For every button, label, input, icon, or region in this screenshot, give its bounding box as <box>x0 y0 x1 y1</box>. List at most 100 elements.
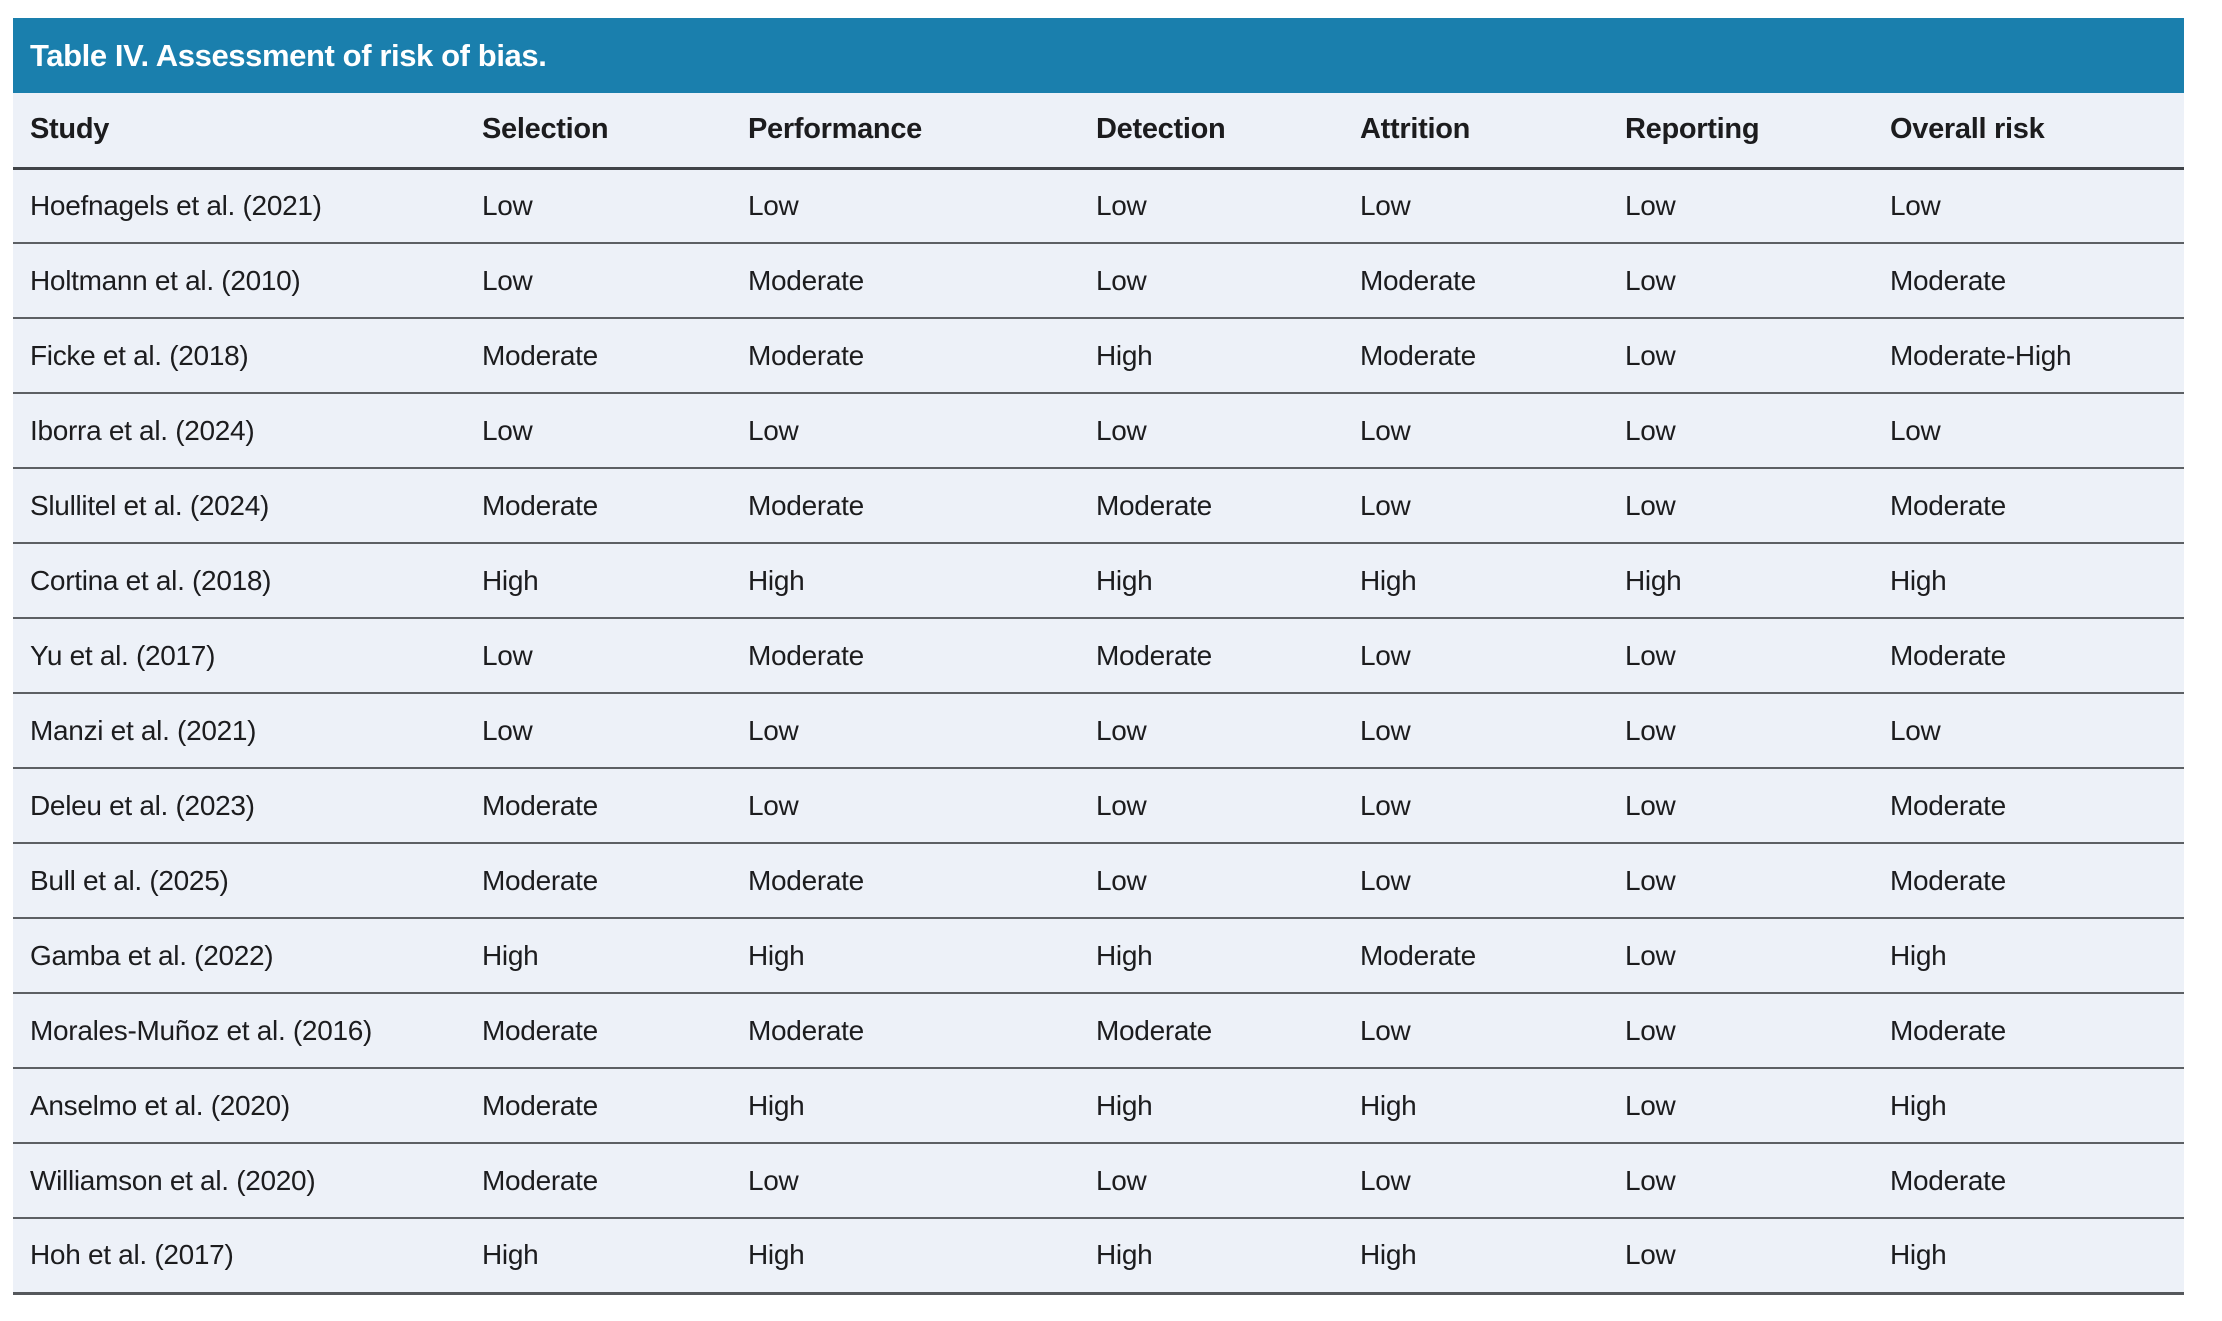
table-body: Hoefnagels et al. (2021) Low Low Low Low… <box>13 168 2184 1295</box>
detection-risk-cell: Low <box>1079 168 1343 244</box>
reporting-risk-cell: Low <box>1608 618 1873 694</box>
overall-risk-cell: Low <box>1873 693 2184 769</box>
table-title-bar: Table IV. Assessment of risk of bias. <box>13 18 2184 93</box>
table-row: Cortina et al. (2018) High High High Hig… <box>13 543 2184 619</box>
table-row: Bull et al. (2025) Moderate Moderate Low… <box>13 843 2184 919</box>
detection-risk-cell: Low <box>1079 243 1343 319</box>
attrition-risk-cell: Low <box>1343 618 1608 694</box>
study-cell: Slullitel et al. (2024) <box>13 468 465 544</box>
reporting-risk-cell: Low <box>1608 768 1873 844</box>
attrition-risk-cell: Moderate <box>1343 918 1608 994</box>
column-header-attrition: Attrition <box>1343 93 1608 170</box>
column-header-detection: Detection <box>1079 93 1343 170</box>
table-row: Morales-Muñoz et al. (2016) Moderate Mod… <box>13 993 2184 1069</box>
study-cell: Anselmo et al. (2020) <box>13 1068 465 1144</box>
selection-risk-cell: Moderate <box>465 768 731 844</box>
study-cell: Hoefnagels et al. (2021) <box>13 168 465 244</box>
attrition-risk-cell: High <box>1343 1218 1608 1295</box>
selection-risk-cell: High <box>465 543 731 619</box>
table-row: Iborra et al. (2024) Low Low Low Low Low… <box>13 393 2184 469</box>
column-header-performance: Performance <box>731 93 1079 170</box>
detection-risk-cell: High <box>1079 318 1343 394</box>
attrition-risk-cell: Low <box>1343 468 1608 544</box>
selection-risk-cell: Moderate <box>465 318 731 394</box>
detection-risk-cell: Low <box>1079 393 1343 469</box>
performance-risk-cell: Moderate <box>731 468 1079 544</box>
detection-risk-cell: High <box>1079 1218 1343 1295</box>
risk-of-bias-table: Table IV. Assessment of risk of bias. St… <box>13 18 2184 1295</box>
overall-risk-cell: High <box>1873 1068 2184 1144</box>
table-row: Slullitel et al. (2024) Moderate Moderat… <box>13 468 2184 544</box>
performance-risk-cell: Moderate <box>731 318 1079 394</box>
overall-risk-cell: Moderate <box>1873 243 2184 319</box>
performance-risk-cell: High <box>731 1068 1079 1144</box>
attrition-risk-cell: Low <box>1343 993 1608 1069</box>
study-cell: Hoh et al. (2017) <box>13 1218 465 1295</box>
study-cell: Bull et al. (2025) <box>13 843 465 919</box>
selection-risk-cell: Low <box>465 168 731 244</box>
table-row: Hoefnagels et al. (2021) Low Low Low Low… <box>13 168 2184 244</box>
study-cell: Holtmann et al. (2010) <box>13 243 465 319</box>
selection-risk-cell: Moderate <box>465 843 731 919</box>
study-cell: Deleu et al. (2023) <box>13 768 465 844</box>
reporting-risk-cell: Low <box>1608 1068 1873 1144</box>
attrition-risk-cell: Low <box>1343 1143 1608 1219</box>
column-header-study: Study <box>13 93 465 170</box>
performance-risk-cell: Moderate <box>731 618 1079 694</box>
performance-risk-cell: Moderate <box>731 243 1079 319</box>
overall-risk-cell: Low <box>1873 168 2184 244</box>
detection-risk-cell: Moderate <box>1079 468 1343 544</box>
attrition-risk-cell: Low <box>1343 843 1608 919</box>
performance-risk-cell: Low <box>731 1143 1079 1219</box>
overall-risk-cell: Moderate <box>1873 618 2184 694</box>
overall-risk-cell: Moderate <box>1873 993 2184 1069</box>
attrition-risk-cell: Low <box>1343 168 1608 244</box>
study-cell: Iborra et al. (2024) <box>13 393 465 469</box>
selection-risk-cell: Low <box>465 393 731 469</box>
selection-risk-cell: Moderate <box>465 1143 731 1219</box>
performance-risk-cell: High <box>731 918 1079 994</box>
table-row: Anselmo et al. (2020) Moderate High High… <box>13 1068 2184 1144</box>
table-row: Deleu et al. (2023) Moderate Low Low Low… <box>13 768 2184 844</box>
selection-risk-cell: Moderate <box>465 1068 731 1144</box>
performance-risk-cell: Moderate <box>731 843 1079 919</box>
table-title: Table IV. Assessment of risk of bias. <box>30 37 547 73</box>
overall-risk-cell: Moderate <box>1873 1143 2184 1219</box>
column-header-reporting: Reporting <box>1608 93 1873 170</box>
performance-risk-cell: Low <box>731 168 1079 244</box>
reporting-risk-cell: Low <box>1608 468 1873 544</box>
risk-table: Study Selection Performance Detection At… <box>13 93 2184 1295</box>
detection-risk-cell: Low <box>1079 1143 1343 1219</box>
overall-risk-cell: Moderate <box>1873 468 2184 544</box>
study-cell: Manzi et al. (2021) <box>13 693 465 769</box>
detection-risk-cell: High <box>1079 1068 1343 1144</box>
study-cell: Gamba et al. (2022) <box>13 918 465 994</box>
selection-risk-cell: Low <box>465 618 731 694</box>
performance-risk-cell: Low <box>731 768 1079 844</box>
performance-risk-cell: High <box>731 1218 1079 1295</box>
detection-risk-cell: High <box>1079 543 1343 619</box>
selection-risk-cell: High <box>465 918 731 994</box>
attrition-risk-cell: High <box>1343 1068 1608 1144</box>
attrition-risk-cell: Low <box>1343 768 1608 844</box>
detection-risk-cell: Low <box>1079 693 1343 769</box>
column-header-selection: Selection <box>465 93 731 170</box>
column-header-overall-risk: Overall risk <box>1873 93 2184 170</box>
reporting-risk-cell: Low <box>1608 168 1873 244</box>
detection-risk-cell: Moderate <box>1079 993 1343 1069</box>
table-row: Manzi et al. (2021) Low Low Low Low Low … <box>13 693 2184 769</box>
performance-risk-cell: High <box>731 543 1079 619</box>
header-row: Study Selection Performance Detection At… <box>13 93 2184 170</box>
attrition-risk-cell: High <box>1343 543 1608 619</box>
selection-risk-cell: Moderate <box>465 468 731 544</box>
overall-risk-cell: Moderate <box>1873 768 2184 844</box>
table-row: Williamson et al. (2020) Moderate Low Lo… <box>13 1143 2184 1219</box>
detection-risk-cell: Moderate <box>1079 618 1343 694</box>
reporting-risk-cell: Low <box>1608 243 1873 319</box>
study-cell: Williamson et al. (2020) <box>13 1143 465 1219</box>
detection-risk-cell: Low <box>1079 843 1343 919</box>
performance-risk-cell: Low <box>731 393 1079 469</box>
reporting-risk-cell: Low <box>1608 1143 1873 1219</box>
study-cell: Ficke et al. (2018) <box>13 318 465 394</box>
table-row: Hoh et al. (2017) High High High High Lo… <box>13 1218 2184 1295</box>
